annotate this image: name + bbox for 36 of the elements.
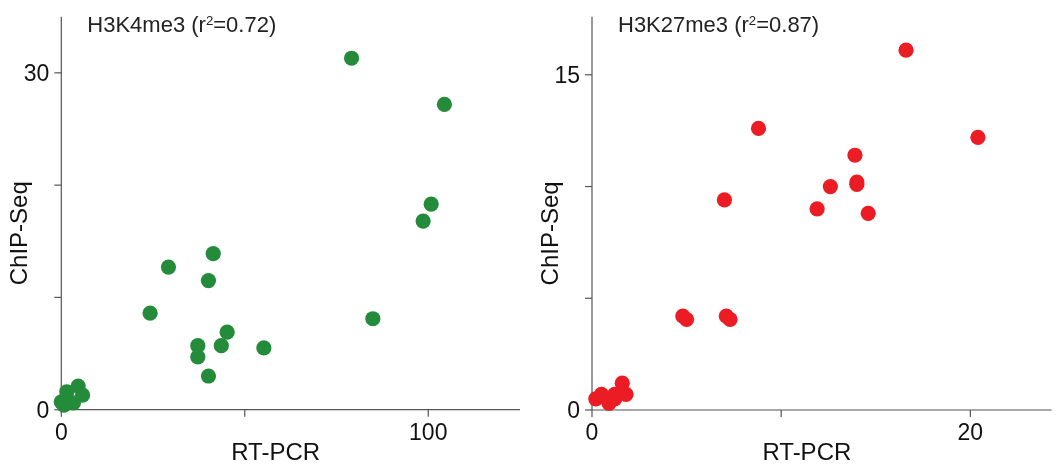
- point: [160, 259, 177, 275]
- point: [809, 201, 825, 217]
- chart-title: H3K27me3 (r$^{2}$=0.87): [618, 11, 820, 37]
- point: [256, 340, 272, 356]
- y-axis-title: ChIP-Seq: [5, 181, 33, 286]
- point: [200, 368, 217, 384]
- point: [822, 178, 838, 195]
- point: [142, 305, 158, 321]
- point: [860, 205, 876, 221]
- point: [365, 311, 381, 327]
- point: [343, 50, 360, 66]
- y-tick-label: 30: [23, 59, 50, 86]
- x-axis-title: RT-PCR: [231, 437, 321, 465]
- point: [205, 246, 221, 262]
- chart-title: H3K4me3 (r$^{2}$=0.72): [87, 11, 277, 37]
- x-tick-label: 20: [957, 419, 984, 445]
- point: [415, 213, 431, 229]
- point: [678, 311, 695, 328]
- y-tick-label: 15: [554, 61, 580, 88]
- point: [213, 338, 229, 354]
- point: [750, 120, 767, 137]
- point: [898, 42, 914, 58]
- x-axis-title: RT-PCR: [762, 438, 852, 465]
- point: [436, 96, 453, 112]
- point: [200, 272, 217, 289]
- point: [847, 147, 863, 163]
- point: [190, 349, 206, 365]
- x-tick-label: 100: [409, 418, 448, 445]
- x-tick-label: 0: [54, 418, 68, 445]
- point: [423, 196, 439, 212]
- point: [219, 324, 235, 340]
- x-tick-label: 0: [585, 419, 599, 445]
- point: [722, 311, 738, 328]
- y-axis-title: ChIP-Seq: [536, 181, 563, 286]
- point: [970, 129, 986, 145]
- point: [716, 192, 733, 208]
